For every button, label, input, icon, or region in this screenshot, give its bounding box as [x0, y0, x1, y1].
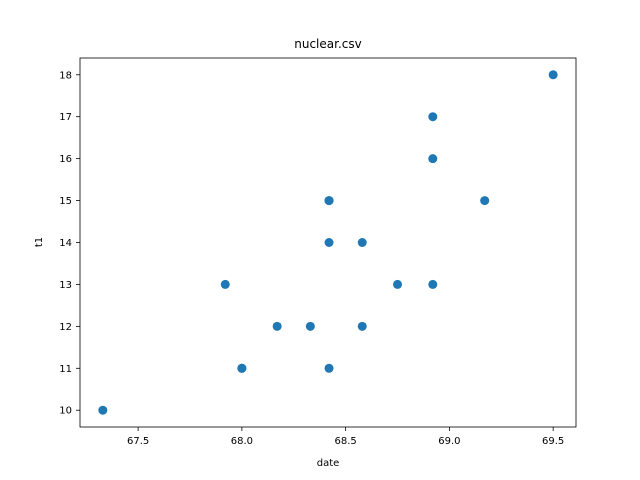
- y-tick-label: 15: [59, 196, 72, 207]
- data-point-15: [428, 279, 438, 289]
- points-layer: [98, 70, 558, 415]
- y-tick-label: 17: [59, 112, 72, 123]
- data-point-11: [357, 321, 367, 331]
- data-point-9: [324, 363, 334, 373]
- x-tick-label: 67.5: [127, 436, 149, 447]
- data-point-3: [237, 363, 247, 373]
- data-point-5: [305, 321, 315, 331]
- x-axis-ticks: 67.5 68.0 68.5 69.0 69.5: [127, 427, 564, 447]
- y-tick-label: 18: [59, 70, 72, 81]
- x-tick-label: 69.5: [542, 436, 564, 447]
- y-tick-label: 16: [59, 154, 72, 165]
- data-point-7: [324, 196, 334, 206]
- data-point-16: [480, 196, 490, 206]
- data-point-13: [428, 112, 438, 122]
- data-point-4: [272, 321, 282, 331]
- x-axis-label: date: [317, 458, 340, 469]
- data-point-14: [428, 154, 438, 164]
- x-tick-label: 69.0: [438, 436, 460, 447]
- y-tick-label: 14: [59, 238, 72, 249]
- plot-area-frame: [79, 57, 577, 428]
- x-tick-label: 68.5: [335, 436, 357, 447]
- data-point-0: [98, 405, 108, 415]
- y-axis-label: t1: [34, 237, 45, 247]
- y-tick-label: 12: [59, 322, 72, 333]
- chart-title: nuclear.csv: [294, 37, 361, 51]
- x-tick-label: 68.0: [231, 436, 253, 447]
- data-point-1: [220, 279, 230, 289]
- data-point-10: [357, 238, 367, 247]
- data-point-8: [324, 238, 334, 247]
- y-axis-ticks: 10 11 12 13 14 15 16 17 18: [59, 70, 80, 417]
- y-tick-label: 10: [59, 406, 72, 417]
- y-tick-label: 13: [59, 280, 72, 291]
- data-point-17: [548, 70, 558, 80]
- y-tick-label: 11: [59, 364, 72, 375]
- data-point-12: [393, 279, 403, 289]
